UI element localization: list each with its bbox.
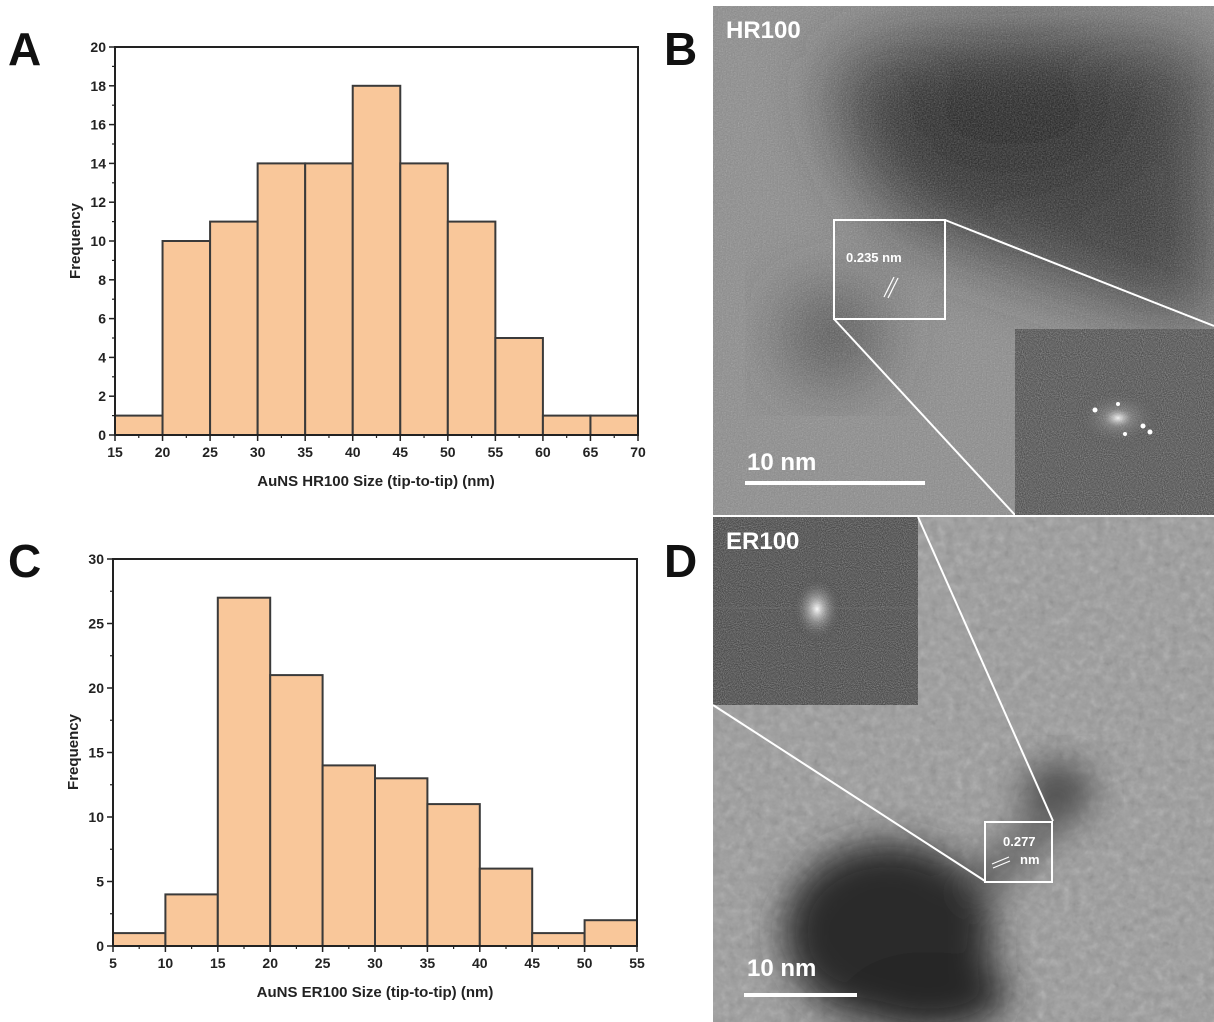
x-tick-label: 5: [109, 955, 117, 971]
histogram-bar: [399, 162, 449, 436]
y-tick-label: 0: [98, 427, 106, 443]
histogram-bar: [446, 220, 497, 436]
histogram-bar: [112, 932, 167, 948]
histogram-bar: [589, 414, 639, 437]
y-axis-label: Frequency: [67, 202, 84, 279]
histogram-bar: [269, 674, 324, 947]
histogram-bar: [541, 414, 592, 437]
y-tick-label: 4: [98, 349, 106, 365]
y-tick-label: 15: [88, 745, 104, 761]
panel-label-a: A: [8, 23, 42, 75]
y-axis-label: Frequency: [65, 713, 82, 790]
particle-shadow: [783, 762, 1093, 1022]
x-tick-label: 50: [577, 955, 593, 971]
x-tick-label: 15: [210, 955, 226, 971]
histogram-bars: [114, 84, 639, 437]
y-tick-label: 5: [96, 874, 104, 890]
x-axis-label: AuNS ER100 Size (tip-to-tip) (nm): [257, 984, 494, 1001]
y-tick-label: 30: [88, 551, 104, 567]
x-tick-label: 40: [472, 955, 488, 971]
histogram-bar: [209, 220, 259, 436]
y-tick-label: 10: [88, 809, 104, 825]
panel-label-b: B: [664, 23, 698, 75]
y-tick-label: 8: [98, 272, 106, 288]
scale-bar-label: 10 nm: [747, 449, 816, 476]
histogram-bar: [531, 932, 586, 948]
x-tick-label: 20: [155, 444, 171, 460]
y-tick-label: 10: [90, 233, 106, 249]
sample-label: ER100: [726, 528, 799, 555]
zoom-box: [984, 821, 1053, 883]
fft-inset: [713, 517, 918, 705]
x-tick-label: 35: [297, 444, 313, 460]
x-tick-label: 50: [440, 444, 456, 460]
fft-inset: [1015, 329, 1214, 515]
lattice-spacing-label: 0.235 nm: [846, 250, 902, 265]
histogram-bar: [351, 84, 402, 437]
tem-image-hr100: 0.235 nm HR100 10 nm: [713, 6, 1214, 515]
lattice-marker: [887, 277, 899, 299]
x-tick-label: 65: [583, 444, 599, 460]
zoom-line: [917, 517, 1054, 822]
y-tick-label: 25: [88, 616, 104, 632]
zoom-line: [833, 318, 1016, 515]
x-tick-label: 45: [524, 955, 540, 971]
scale-bar-label: 10 nm: [747, 955, 816, 982]
y-tick-label: 6: [98, 311, 106, 327]
histogram-bar: [256, 162, 307, 436]
histogram-bars: [112, 596, 638, 948]
x-tick-label: 20: [262, 955, 278, 971]
histogram-bar: [478, 867, 534, 948]
x-tick-label: 30: [250, 444, 266, 460]
histogram-bar: [164, 893, 219, 947]
histogram-hr100: 15 20 25 30 35 40 45 50 55 60 65 70 0 2 4 6 8 10 12 14 16 18 2…: [67, 39, 646, 490]
panel-label-d: D: [664, 535, 698, 587]
histogram-bar: [161, 240, 212, 436]
panel-label-c: C: [8, 535, 42, 587]
x-tick-label: 10: [158, 955, 174, 971]
tem-image-er100: 0.277 nm ER100 10 nm: [713, 517, 1214, 1022]
y-tick-label: 0: [96, 938, 104, 954]
x-tick-label: 55: [488, 444, 504, 460]
lattice-spacing-unit: nm: [1020, 852, 1040, 867]
y-tick-label: 12: [90, 194, 106, 210]
x-tick-label: 15: [107, 444, 123, 460]
sample-label: HR100: [726, 17, 801, 44]
x-tick-label: 55: [629, 955, 645, 971]
histogram-bar: [494, 337, 544, 436]
x-tick-label: 25: [315, 955, 331, 971]
histogram-bar: [216, 596, 272, 947]
x-tick-label: 45: [392, 444, 408, 460]
histogram-bar: [374, 777, 429, 947]
lattice-spacing-label: 0.277: [1003, 834, 1036, 849]
histogram-bar: [114, 414, 164, 437]
zoom-line: [944, 219, 1214, 327]
histogram-bar: [583, 919, 638, 948]
x-axis-label: AuNS HR100 Size (tip-to-tip) (nm): [257, 473, 495, 490]
y-tick-label: 20: [88, 680, 104, 696]
lattice-marker: [883, 276, 895, 298]
x-tick-label: 35: [420, 955, 436, 971]
y-tick-label: 2: [98, 388, 106, 404]
x-tick-label: 25: [202, 444, 218, 460]
x-tick-label: 60: [535, 444, 551, 460]
lattice-marker: [992, 860, 1011, 869]
zoom-box: [833, 219, 946, 320]
x-tick-label: 40: [345, 444, 361, 460]
x-tick-label: 70: [630, 444, 646, 460]
y-tick-label: 18: [90, 78, 106, 94]
histogram-bar: [304, 162, 354, 436]
histogram-bar: [426, 803, 481, 947]
axes: 15 20 25 30 35 40 45 50 55 60 65 70 0 2 4 6 8 10 12 14 16 18 2…: [90, 39, 646, 460]
y-tick-label: 16: [90, 117, 106, 133]
y-tick-label: 14: [90, 155, 106, 171]
lattice-marker: [991, 856, 1010, 865]
y-tick-label: 20: [90, 39, 106, 55]
zoom-line: [713, 704, 986, 882]
histogram-bar: [321, 764, 377, 947]
x-tick-label: 30: [367, 955, 383, 971]
